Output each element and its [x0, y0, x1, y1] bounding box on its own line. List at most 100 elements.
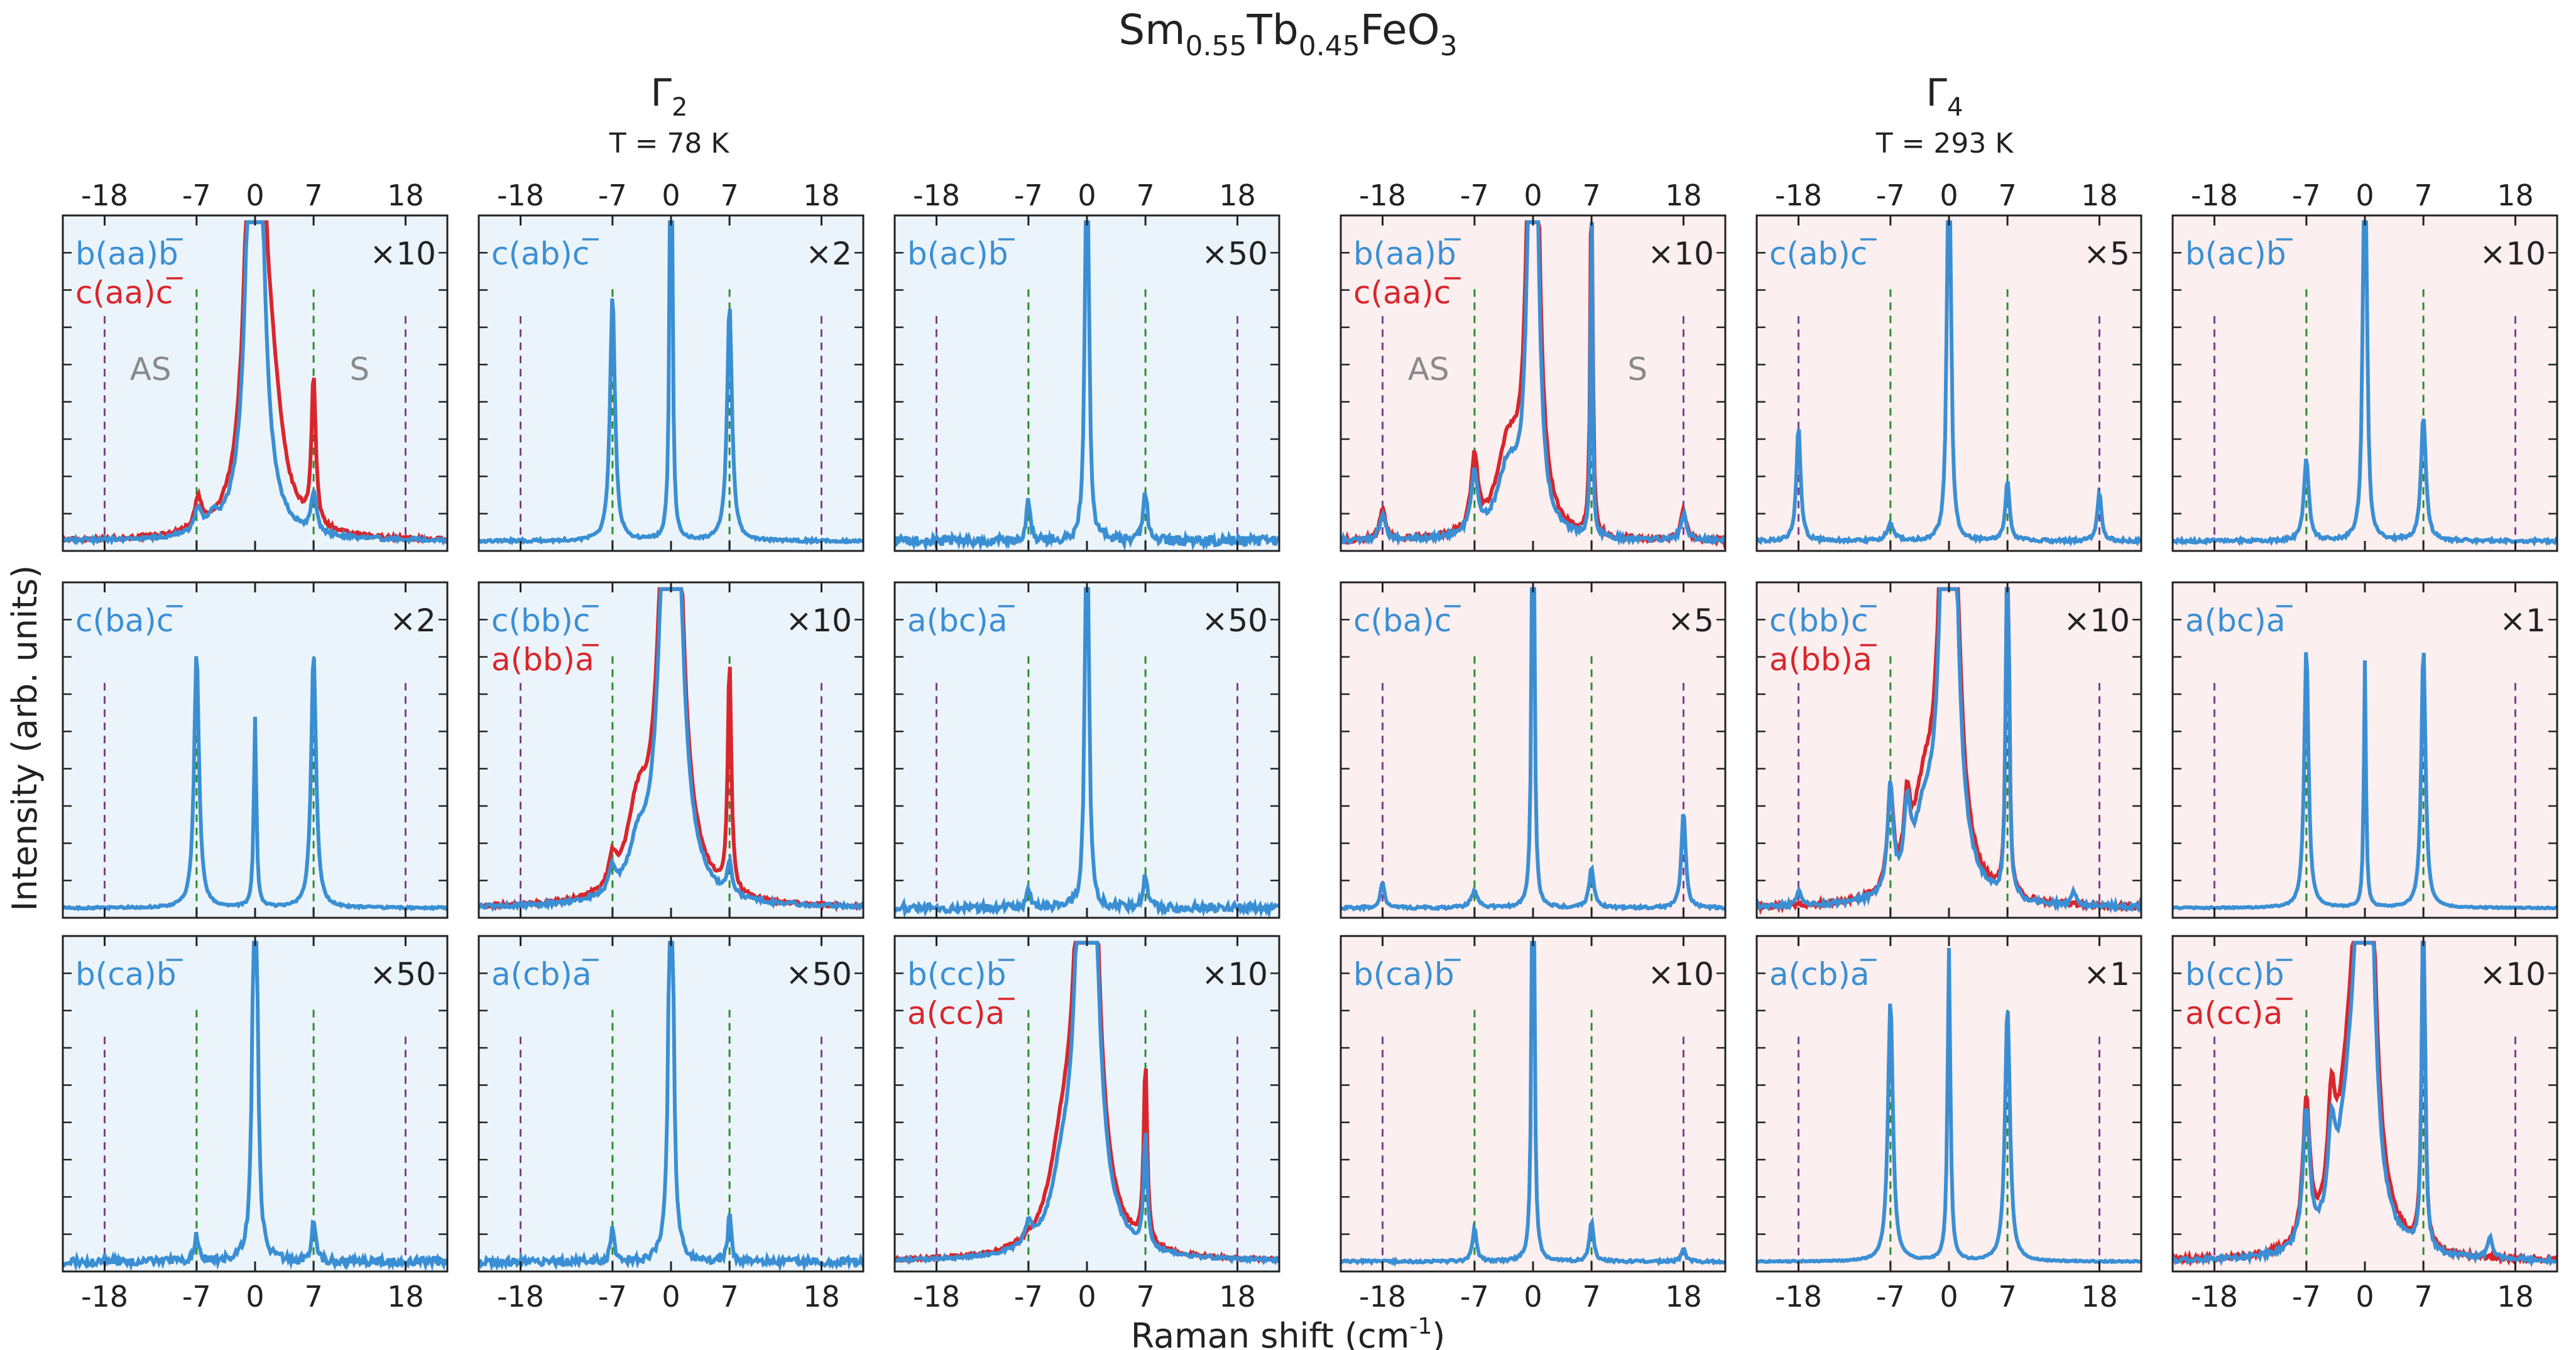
x-tick-label: -18	[2191, 1280, 2238, 1314]
panel-background	[63, 936, 447, 1271]
polarization-label: b(ac)b	[907, 236, 1008, 272]
series-blue	[2173, 652, 2557, 911]
spectrum-panel: -18 -7 0 7 18 b(ac)b ×10	[2171, 178, 2558, 552]
x-tick-label: 0	[662, 1280, 680, 1314]
spectrum-panel: -18 -7 0 7 18 c(ab)c ×2	[478, 178, 865, 552]
spectrum-panel: -18 -7 0 7 18 b(ac)b ×50	[893, 178, 1280, 552]
x-tick-label-top: 0	[246, 178, 264, 212]
x-tick-label-top: -7	[182, 178, 211, 212]
polarization-label: b(ac)b	[2185, 236, 2286, 272]
polarization-label: b(cc)b	[2185, 956, 2284, 993]
panel-background	[63, 215, 447, 551]
polarization-label: c(bb)c	[1769, 602, 1868, 639]
x-tick-label-top: 0	[662, 178, 680, 212]
x-tick-label-top: 18	[387, 178, 424, 212]
spectrum-panel: -18 -7 0 7 18 b(aa)bc(aa)c ×10 AS S	[62, 178, 449, 552]
x-tick-label: 7	[1998, 1280, 2016, 1314]
x-tick-label-top: -7	[598, 178, 627, 212]
multiplier-label: ×10	[1201, 956, 1268, 993]
panel-background	[895, 936, 1279, 1271]
spectrum-panel: c(ba)c ×5	[1340, 581, 1727, 919]
multiplier-label: ×2	[805, 236, 852, 272]
x-tick-label-top: -7	[1876, 178, 1905, 212]
multiplier-label: ×50	[1201, 236, 1268, 272]
x-tick-label: 0	[1078, 1280, 1096, 1314]
x-tick-label-top: 18	[1219, 178, 1256, 212]
spectrum-panel: -18 -7 0 7 18 b(cc)ba(cc)a ×10	[2171, 935, 2558, 1314]
x-tick-label-top: -18	[1359, 178, 1406, 212]
x-tick-label: -18	[1359, 1280, 1406, 1314]
x-tick-label: 0	[2355, 1280, 2374, 1314]
phase-header-gamma4: Γ4 T = 293 K	[1875, 71, 2014, 160]
panel-background	[1757, 582, 2141, 918]
region-label-anti-stokes: AS	[1408, 351, 1449, 388]
region-label-stokes: S	[1627, 351, 1647, 388]
x-tick-label: -7	[182, 1280, 211, 1314]
x-tick-label-top: -18	[497, 178, 544, 212]
x-tick-label: -7	[598, 1280, 627, 1314]
multiplier-label: ×10	[2063, 602, 2130, 639]
polarization-label: c(ba)c	[75, 602, 173, 639]
phase-temp-gamma4: T = 293 K	[1875, 128, 2014, 160]
polarization-label: a(cb)a	[1769, 956, 1870, 993]
polarization-label: a(cc)a	[2185, 995, 2283, 1032]
phase-temp-gamma2: T = 78 K	[609, 128, 730, 160]
polarization-label: c(ba)c	[1353, 602, 1451, 639]
spectrum-panel: -18 -7 0 7 18 b(cc)ba(cc)a ×10	[893, 935, 1280, 1314]
x-tick-label: -18	[81, 1280, 128, 1314]
polarization-label: a(bb)a	[1769, 641, 1872, 678]
x-tick-label-top: -18	[2191, 178, 2238, 212]
x-tick-label-top: 18	[2497, 178, 2534, 212]
spectrum-panel: -18 -7 0 7 18 b(aa)bc(aa)c ×10 AS S	[1340, 178, 1727, 552]
series-blue	[1757, 947, 2141, 1265]
x-tick-label-top: -7	[2292, 178, 2321, 212]
multiplier-label: ×50	[785, 956, 852, 993]
spectrum-panel: c(ba)c ×2	[62, 581, 449, 919]
x-tick-label: 7	[1582, 1280, 1600, 1314]
spectrum-panel: c(bb)ca(bb)a ×10	[478, 581, 865, 919]
x-tick-label-top: -18	[913, 178, 960, 212]
polarization-label: a(bc)a	[2185, 602, 2286, 639]
x-tick-label: 18	[2497, 1280, 2534, 1314]
multiplier-label: ×2	[390, 602, 436, 639]
polarization-label: a(cb)a	[491, 956, 592, 993]
panel-background	[2173, 936, 2557, 1271]
multiplier-label: ×10	[1647, 236, 1714, 272]
x-tick-label-top: 18	[1665, 178, 1702, 212]
x-tick-label: 7	[304, 1280, 322, 1314]
spectrum-panel: -18 -7 0 7 18 a(cb)a ×50	[478, 935, 865, 1314]
x-tick-label-top: 7	[304, 178, 322, 212]
x-tick-label-top: 0	[1524, 178, 1542, 212]
multiplier-label: ×10	[785, 602, 852, 639]
panel-background	[1341, 215, 1725, 551]
x-tick-label: 0	[1524, 1280, 1542, 1314]
multiplier-label: ×10	[369, 236, 436, 272]
x-tick-label: 0	[246, 1280, 264, 1314]
spectrum-panel: -18 -7 0 7 18 b(ca)b ×10	[1340, 935, 1727, 1314]
x-tick-label-top: -7	[1460, 178, 1489, 212]
x-tick-label: 0	[1940, 1280, 1958, 1314]
phase-header-gamma2: Γ2 T = 78 K	[609, 71, 730, 160]
x-tick-label: 7	[2414, 1280, 2432, 1314]
x-tick-label: -7	[1460, 1280, 1489, 1314]
x-tick-label-top: 7	[2414, 178, 2432, 212]
polarization-label: c(aa)c	[1353, 275, 1451, 311]
panel-background	[479, 936, 863, 1271]
x-tick-label: 7	[720, 1280, 738, 1314]
x-tick-label: 18	[1665, 1280, 1702, 1314]
x-tick-label-top: 7	[1136, 178, 1154, 212]
x-tick-label: -18	[1775, 1280, 1822, 1314]
polarization-label: b(ca)b	[75, 956, 177, 993]
spectrum-panel: c(bb)ca(bb)a ×10	[1755, 581, 2142, 919]
polarization-label: b(aa)b	[1353, 236, 1456, 272]
x-tick-label-top: 7	[1582, 178, 1600, 212]
x-tick-label-top: -18	[81, 178, 128, 212]
multiplier-label: ×50	[1201, 602, 1268, 639]
spectrum-panel: -18 -7 0 7 18 b(ca)b ×50	[62, 935, 449, 1314]
x-tick-label: -7	[1876, 1280, 1905, 1314]
polarization-label: b(aa)b	[75, 236, 178, 272]
spectrum-panel: -18 -7 0 7 18 a(cb)a ×1	[1755, 935, 2142, 1314]
x-tick-label-top: -18	[1775, 178, 1822, 212]
svg-text:Γ2: Γ2	[651, 71, 688, 122]
